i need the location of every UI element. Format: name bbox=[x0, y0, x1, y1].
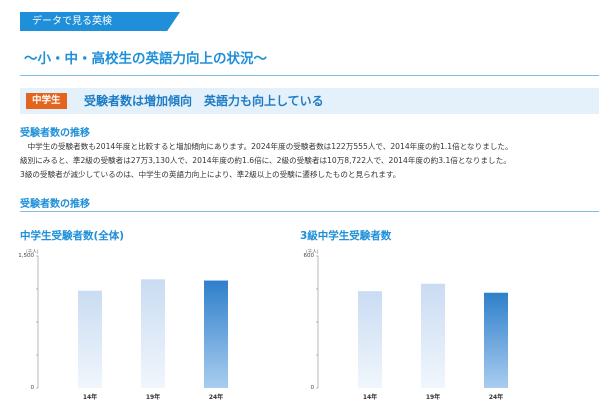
chart-unit-overall: (千人) bbox=[26, 250, 39, 255]
bar-14年 bbox=[78, 290, 102, 388]
x-tick-label: 24年 bbox=[488, 394, 504, 401]
y-tick-top: 1,500 bbox=[18, 253, 34, 259]
subsection-title-2: 受験者数の推移 bbox=[20, 199, 90, 210]
subsection-title-1: 受験者数の推移 bbox=[20, 128, 90, 139]
chart-unit-grade3: (千人) bbox=[306, 250, 319, 255]
title-divider bbox=[20, 75, 599, 76]
section-label-badge: 中学生 bbox=[26, 93, 67, 109]
paragraph-line: 3級の受験者が減少しているのは、中学生の英語力向上により、準2級以上の受験に遷移… bbox=[20, 170, 401, 179]
y-tick-bottom: 0 bbox=[30, 385, 35, 391]
page-title: 〜小・中・高校生の英語力向上の状況〜 bbox=[24, 51, 267, 67]
x-tick-label: 14年 bbox=[362, 394, 378, 401]
section-tag: データで見る英検 bbox=[20, 12, 180, 31]
chart-title-grade3: 3級中学生受験者数 bbox=[300, 230, 392, 242]
bar-24年 bbox=[204, 280, 228, 388]
x-tick-label: 24年 bbox=[208, 394, 224, 401]
bar-24年 bbox=[484, 292, 508, 388]
y-tick-bottom: 0 bbox=[310, 385, 315, 391]
paragraph-line: 級別にみると、準2級の受験者は27万3,130人で、2014年度の約1.6倍に、… bbox=[20, 156, 511, 165]
chart-grade3 bbox=[316, 255, 508, 389]
y-tick-top: 600 bbox=[303, 253, 315, 259]
x-tick-label: 19年 bbox=[145, 394, 161, 401]
body-paragraph: 中学生の受験者数も2014年度と比較すると増加傾向にあります。2024年度の受験… bbox=[20, 140, 596, 182]
paragraph-line: 中学生の受験者数も2014年度と比較すると増加傾向にあります。2024年度の受験… bbox=[20, 142, 513, 151]
x-tick-label: 14年 bbox=[82, 394, 98, 401]
bar-19年 bbox=[421, 283, 445, 388]
section-band: 中学生 受験者数は増加傾向 英語力も向上している bbox=[20, 88, 599, 114]
section-heading: 受験者数は増加傾向 英語力も向上している bbox=[84, 94, 324, 108]
subsection-divider bbox=[20, 211, 599, 212]
chart-overall bbox=[36, 255, 228, 389]
chart-title-overall: 中学生受験者数(全体) bbox=[20, 230, 125, 242]
bar-14年 bbox=[358, 291, 382, 388]
bar-19年 bbox=[141, 279, 165, 388]
x-tick-label: 19年 bbox=[425, 394, 441, 401]
